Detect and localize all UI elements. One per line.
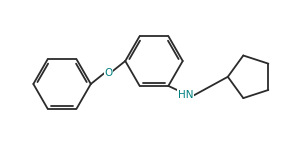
Text: HN: HN <box>178 89 193 99</box>
Text: O: O <box>104 68 112 77</box>
